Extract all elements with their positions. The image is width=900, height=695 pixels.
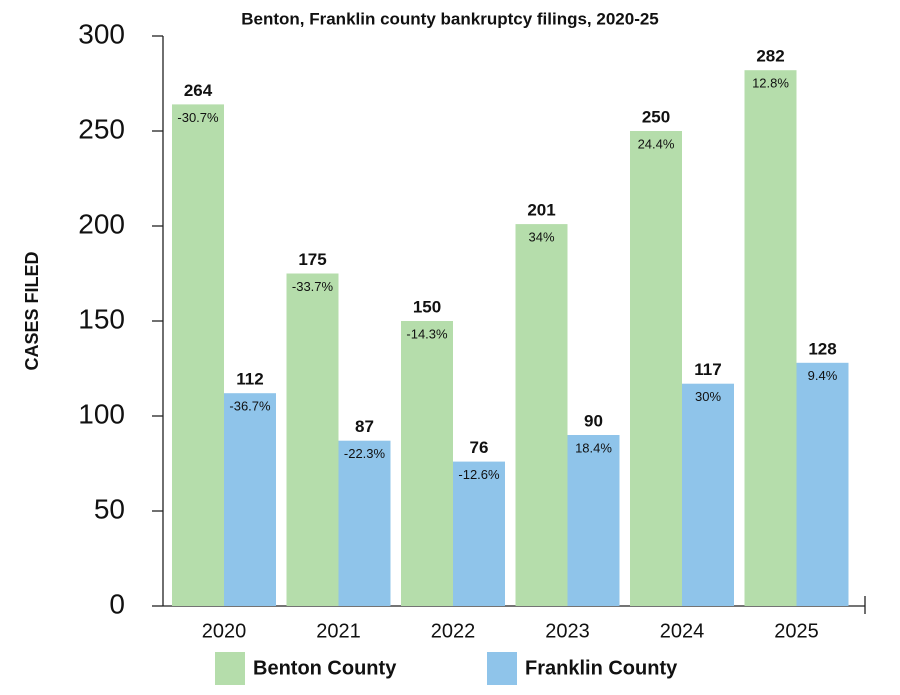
change-label: 34% <box>528 230 554 245</box>
value-label: 87 <box>355 417 374 436</box>
change-label: -22.3% <box>344 446 386 461</box>
chart-title: Benton, Franklin county bankruptcy filin… <box>241 9 659 28</box>
y-tick-label: 100 <box>78 398 125 429</box>
value-label: 128 <box>808 339 836 358</box>
x-tick-label: 2021 <box>316 620 361 642</box>
x-tick-label: 2020 <box>202 620 247 642</box>
y-axis-label: CASES FILED <box>22 251 42 370</box>
change-label: -12.6% <box>458 467 500 482</box>
x-tick-label: 2022 <box>431 620 476 642</box>
y-tick-label: 300 <box>78 18 125 49</box>
change-label: 18.4% <box>575 440 612 455</box>
change-label: -36.7% <box>229 399 271 414</box>
y-tick-label: 200 <box>78 208 125 239</box>
change-label: -33.7% <box>292 279 334 294</box>
x-tick-label: 2023 <box>545 620 590 642</box>
value-label: 201 <box>527 201 555 220</box>
y-tick-label: 50 <box>94 493 125 524</box>
bar <box>286 273 339 606</box>
bar <box>401 321 453 606</box>
y-tick-label: 0 <box>109 588 125 619</box>
value-label: 90 <box>584 411 603 430</box>
value-label: 175 <box>298 250 326 269</box>
change-label: 9.4% <box>808 368 838 383</box>
bar <box>172 104 224 607</box>
value-label: 117 <box>694 360 721 379</box>
value-label: 150 <box>413 297 441 316</box>
value-label: 264 <box>184 81 213 100</box>
legend-swatch <box>215 652 245 685</box>
bar <box>744 70 797 606</box>
change-label: 24.4% <box>638 136 675 151</box>
value-label: 250 <box>642 107 670 126</box>
bar <box>453 461 505 606</box>
change-label: -14.3% <box>406 326 448 341</box>
bar <box>682 383 734 606</box>
value-label: 112 <box>236 370 263 389</box>
change-label: -30.7% <box>177 110 219 125</box>
y-tick-label: 150 <box>78 303 125 334</box>
bar <box>338 440 391 606</box>
value-label: 76 <box>470 438 489 457</box>
value-label: 282 <box>756 47 784 66</box>
bar <box>515 224 568 606</box>
x-tick-label: 2024 <box>660 620 705 642</box>
change-label: 30% <box>695 389 721 404</box>
bar <box>630 131 682 606</box>
bar <box>567 435 620 606</box>
legend-label: Benton County <box>253 657 397 679</box>
legend-swatch <box>487 652 517 685</box>
change-label: 12.8% <box>752 76 789 91</box>
legend-label: Franklin County <box>525 657 678 679</box>
y-tick-label: 250 <box>78 113 125 144</box>
bar <box>796 362 849 606</box>
x-tick-label: 2025 <box>774 620 819 642</box>
bar <box>224 393 276 606</box>
